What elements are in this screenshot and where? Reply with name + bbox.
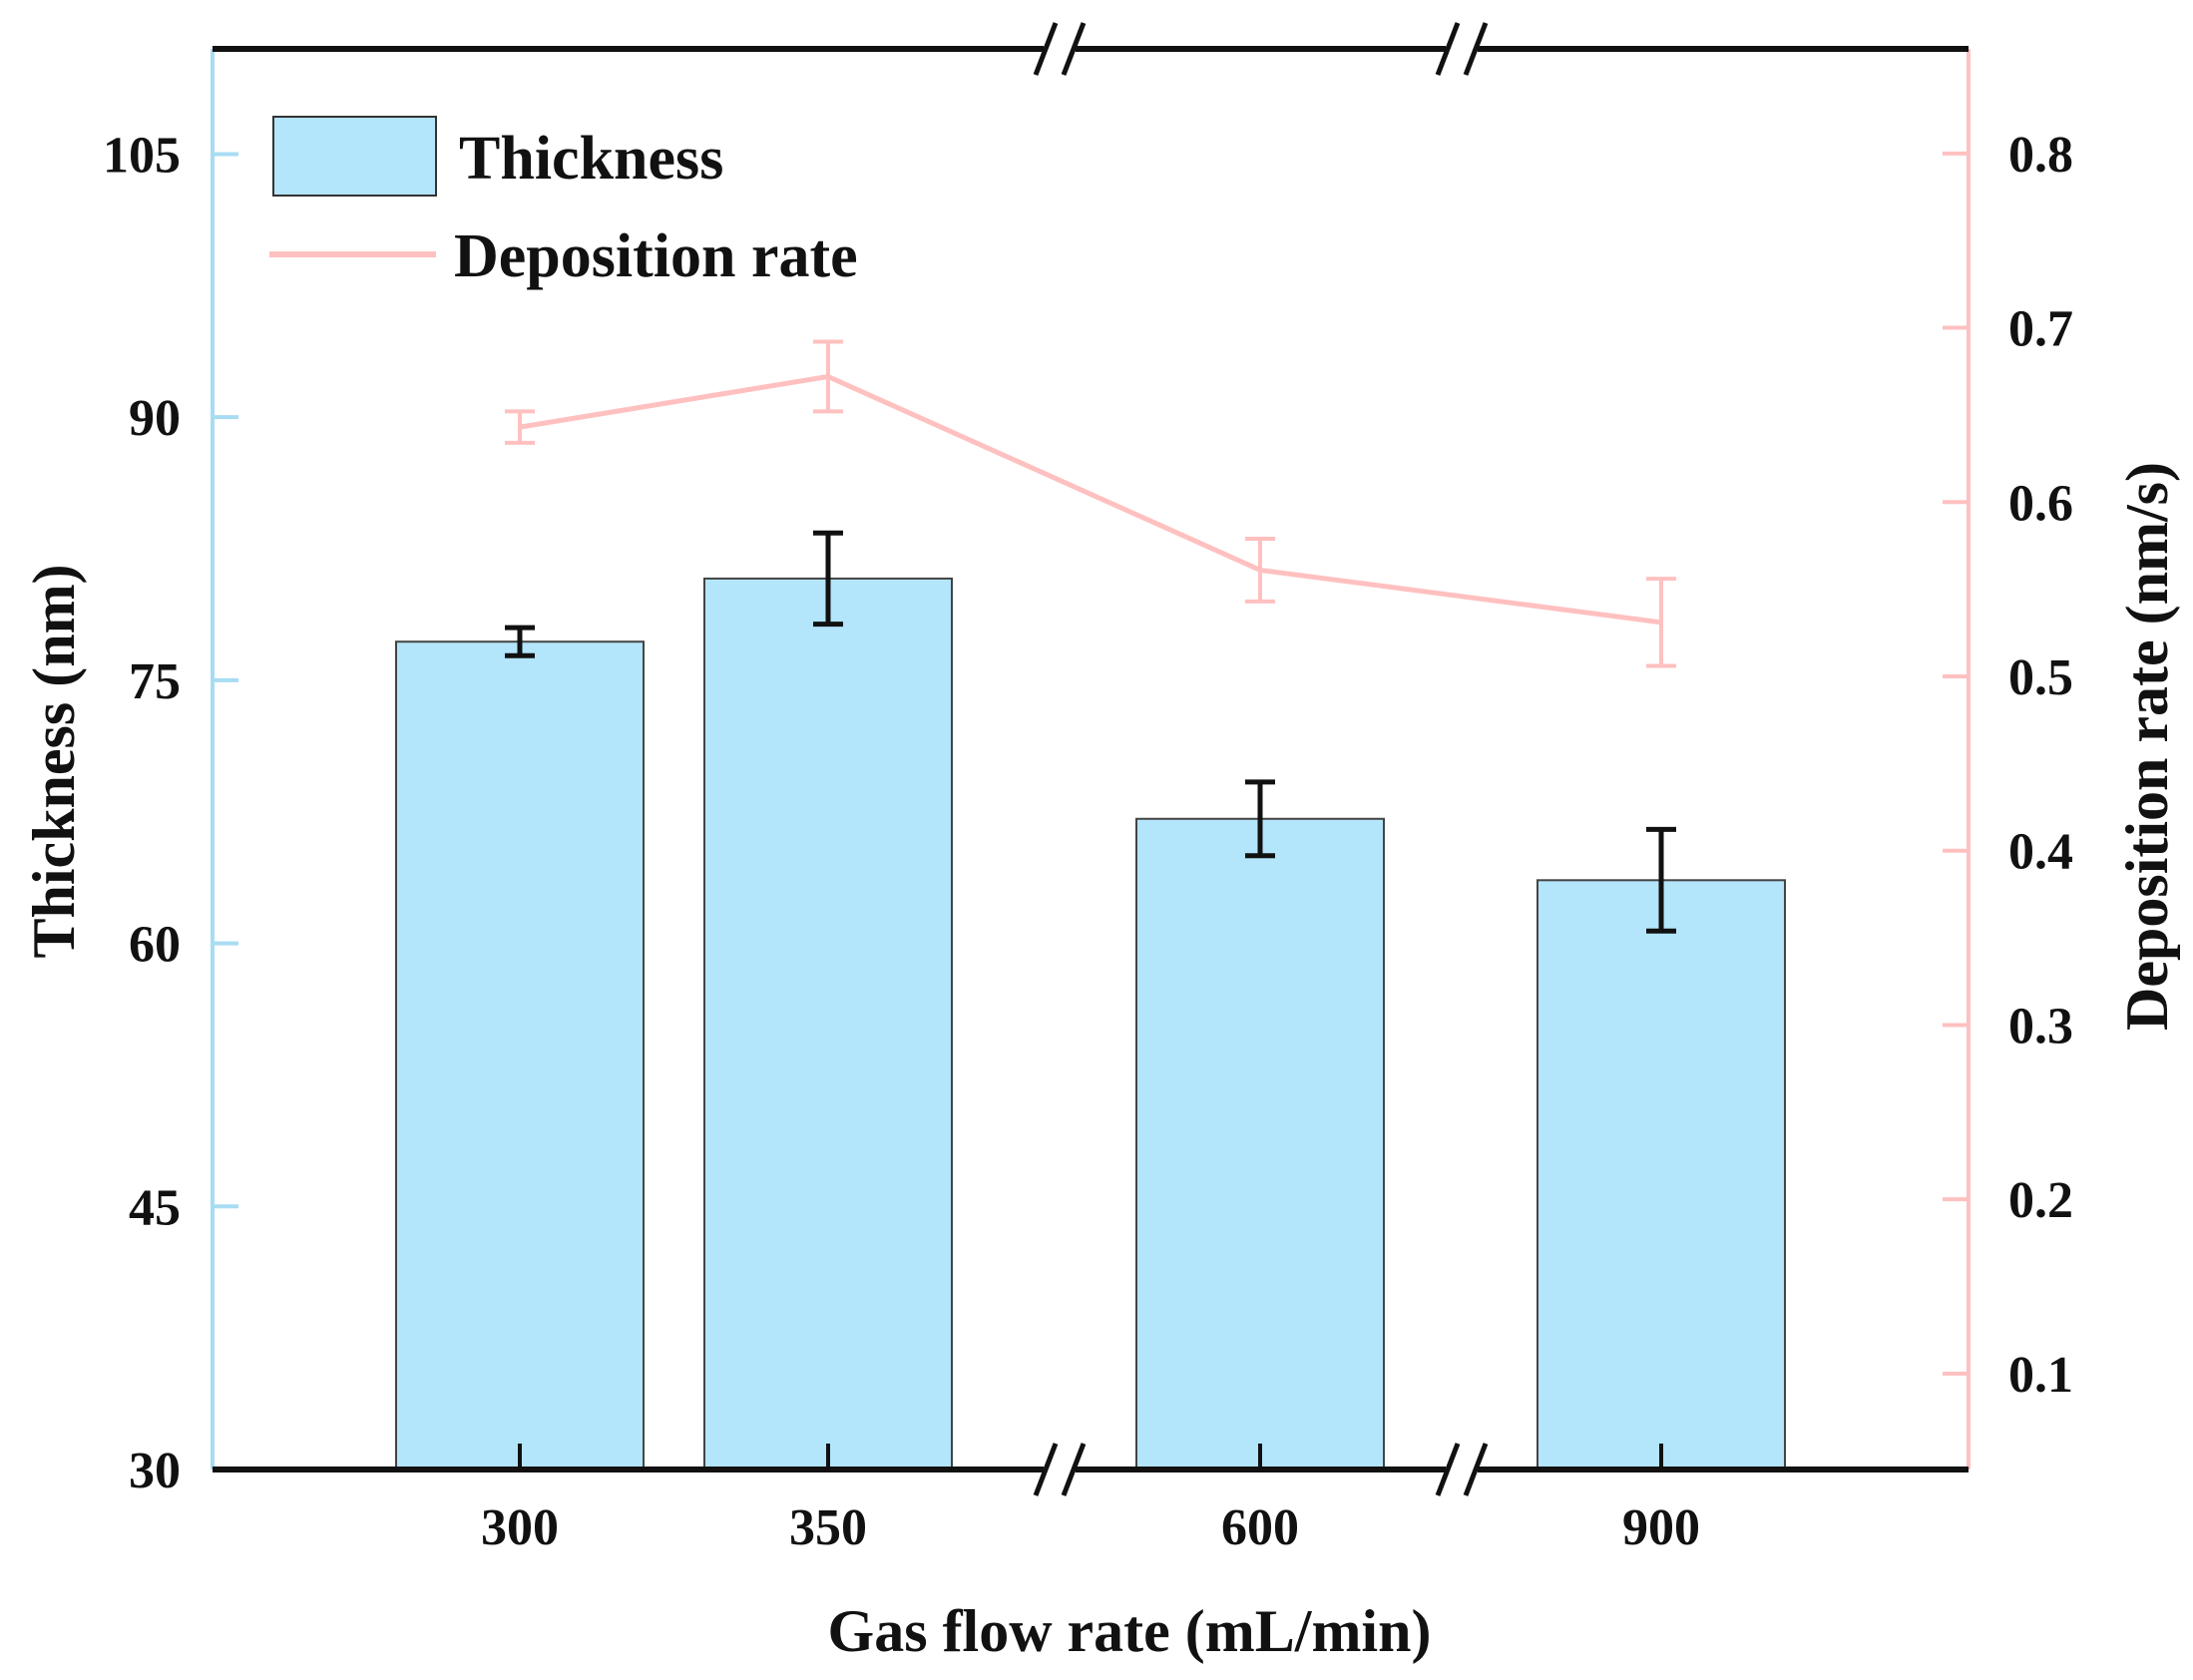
axis-break-mark [1435,1443,1461,1496]
legend-swatch-thickness [272,116,437,197]
left-tick-label: 105 [103,127,181,184]
right-tick-label: 0.6 [2008,475,2073,532]
right-tick-label: 0.2 [2008,1172,2073,1229]
axis-break-mark [1435,22,1461,76]
axis-break-mark [1463,22,1489,76]
right-tick-label: 0.5 [2008,649,2073,706]
axis-break-mark [1061,22,1087,76]
y-axis-title-left: Thickness (nm) [21,564,87,958]
x-tick-label: 900 [1622,1499,1700,1556]
x-tick-label: 350 [789,1499,867,1556]
axis-break-mark [1033,22,1059,76]
right-tick-label: 0.1 [2008,1347,2073,1404]
legend: Thickness Deposition rate [269,116,858,290]
axis-break-mark [1463,1443,1489,1496]
x-tick-label: 300 [481,1499,559,1556]
thickness-bar [703,577,953,1470]
left-tick-label: 90 [129,390,181,447]
right-tick-label: 0.8 [2008,127,2073,184]
bars-layer [395,530,1786,1470]
axis-break-mark [1033,1443,1059,1496]
left-tick-label: 75 [129,653,181,710]
deposition-line-layer [505,339,1676,668]
x-tick-label: 600 [1221,1499,1299,1556]
right-tick-label: 0.4 [2008,824,2073,881]
axis-break-mark [1061,1443,1087,1496]
y-axis-title-right: Deposition rate (nm/s) [2114,462,2180,1031]
thickness-bar [1536,879,1786,1470]
left-tick-label: 60 [129,917,181,974]
x-axis-title: Gas flow rate (mL/min) [828,1598,1432,1664]
axes-layer: 30 45 60 75 90 105 0.1 0.2 0.3 0.4 0.5 0.6 0.7 0.8 [103,49,2073,1499]
thickness-bar [1135,817,1385,1470]
right-tick-label: 0.7 [2008,301,2073,358]
frame-layer: 300 350 600 900 [213,22,1969,1556]
right-tick-label: 0.3 [2008,998,2073,1054]
thickness-bar [395,640,645,1470]
left-tick-label: 30 [129,1443,181,1499]
legend-label-thickness: Thickness [459,125,723,193]
legend-label-deposition-rate: Deposition rate [454,222,858,290]
left-tick-label: 45 [129,1179,181,1236]
deposition-rate-line [519,373,1662,626]
